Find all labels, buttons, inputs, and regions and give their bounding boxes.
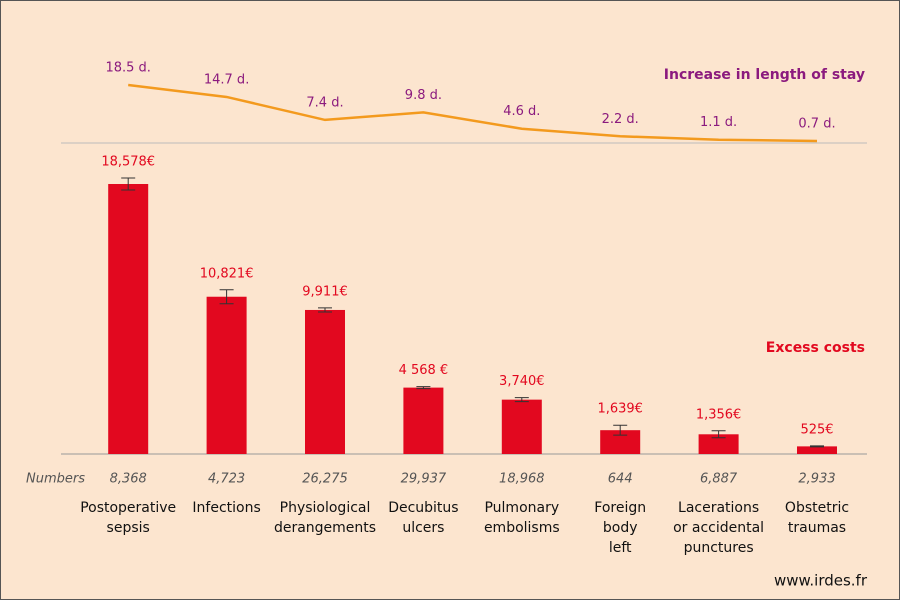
error-bar xyxy=(514,397,529,403)
count-label: 644 xyxy=(608,472,633,487)
bar-value-label: 1,356€ xyxy=(696,407,742,422)
bar xyxy=(305,309,345,454)
bar xyxy=(108,184,149,454)
line xyxy=(128,83,818,143)
category-label: Infections xyxy=(192,500,261,516)
category-label: Obstetric traumas xyxy=(784,500,850,536)
category-label: Decubitus ulcers xyxy=(388,500,459,536)
bar-value-label: 18,578€ xyxy=(101,155,155,170)
source: www.irdes.fr xyxy=(774,572,868,590)
error-bar xyxy=(416,386,431,390)
bar-value-label: 10,821€ xyxy=(200,266,254,281)
count-label: 4,723 xyxy=(208,472,245,487)
line-value-label: 0.7 d. xyxy=(798,116,835,131)
line-series-title: Increase in length of stay xyxy=(664,67,865,83)
bar xyxy=(600,430,641,454)
bar-series-title: Excess costs xyxy=(766,340,865,356)
category-label: Foreign body left xyxy=(594,500,647,556)
bar-value-label: 525€ xyxy=(800,422,833,437)
error-bar xyxy=(318,307,332,313)
line-value-label: 4.6 d. xyxy=(503,104,540,119)
category-label: Pulmonary embolisms xyxy=(483,500,560,536)
bar-value-label: 9,911€ xyxy=(302,284,348,299)
bar xyxy=(698,434,739,454)
category-label: Postoperative sepsis xyxy=(80,500,177,536)
category-label: Lacerations or accidental punctures xyxy=(673,500,765,556)
line-value-label: 18.5 d. xyxy=(105,61,150,76)
error-bar xyxy=(613,424,628,436)
line-value-label: 7.4 d. xyxy=(306,95,343,110)
line-value-label: 2.2 d. xyxy=(602,112,639,127)
bar-value-label: 4 568 € xyxy=(399,363,449,378)
bar-value-label: 3,740€ xyxy=(499,374,545,389)
count-label: 6,887 xyxy=(700,472,738,487)
error-bar xyxy=(219,289,234,305)
count-label: 26,275 xyxy=(302,472,348,487)
line-value-label: 9.8 d. xyxy=(405,88,442,103)
bar xyxy=(206,296,247,454)
bar xyxy=(501,399,542,454)
bar xyxy=(797,446,837,454)
category-label: Physiological derangements xyxy=(273,500,377,536)
error-bar xyxy=(711,430,726,439)
bar-value-label: 1,639€ xyxy=(597,402,643,417)
bar xyxy=(403,387,444,454)
counts-label: Numbers xyxy=(26,472,85,487)
error-bar xyxy=(810,445,824,448)
line-value-label: 14.7 d. xyxy=(204,72,249,87)
count-label: 2,933 xyxy=(798,472,835,487)
count-label: 18,968 xyxy=(499,472,545,487)
error-bar xyxy=(121,177,136,191)
line-value-label: 1.1 d. xyxy=(700,115,737,130)
count-label: 8,368 xyxy=(110,472,147,487)
count-label: 29,937 xyxy=(401,472,447,487)
